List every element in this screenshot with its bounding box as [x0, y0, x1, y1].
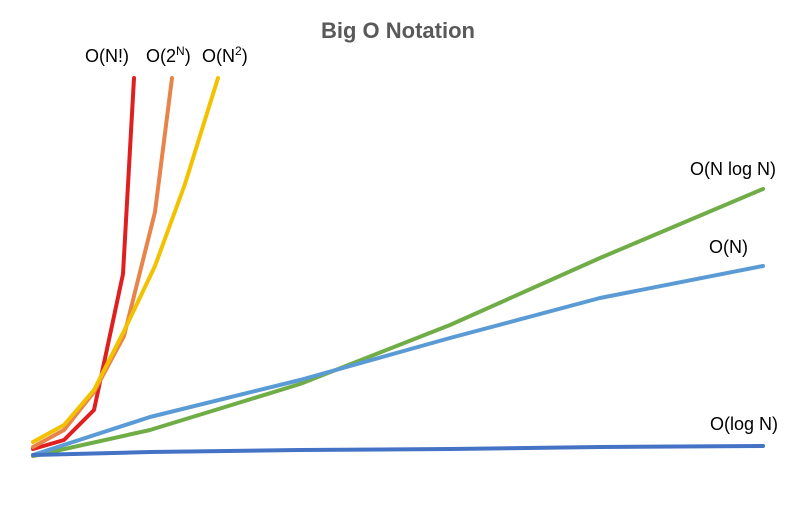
series-label-0: O(N!): [85, 46, 129, 66]
series-label-1: O(2N): [146, 44, 191, 66]
series-line-4: [31, 264, 765, 457]
series-line-2: [31, 76, 220, 444]
series-line-3: [31, 187, 765, 458]
series-labels: O(N!) O(2N) O(N2) O(N log N) O(N) O(log N): [85, 44, 778, 434]
series-label-3: O(N log N): [690, 159, 776, 179]
chart-title: Big O Notation: [321, 18, 475, 43]
series-line-5: [31, 444, 765, 457]
series-line-0: [31, 76, 136, 451]
series-lines: [31, 76, 765, 458]
series-label-4: O(N): [709, 237, 748, 257]
series-label-5: O(log N): [710, 414, 778, 434]
series-line-1: [31, 76, 174, 449]
series-label-2: O(N2): [202, 44, 248, 66]
